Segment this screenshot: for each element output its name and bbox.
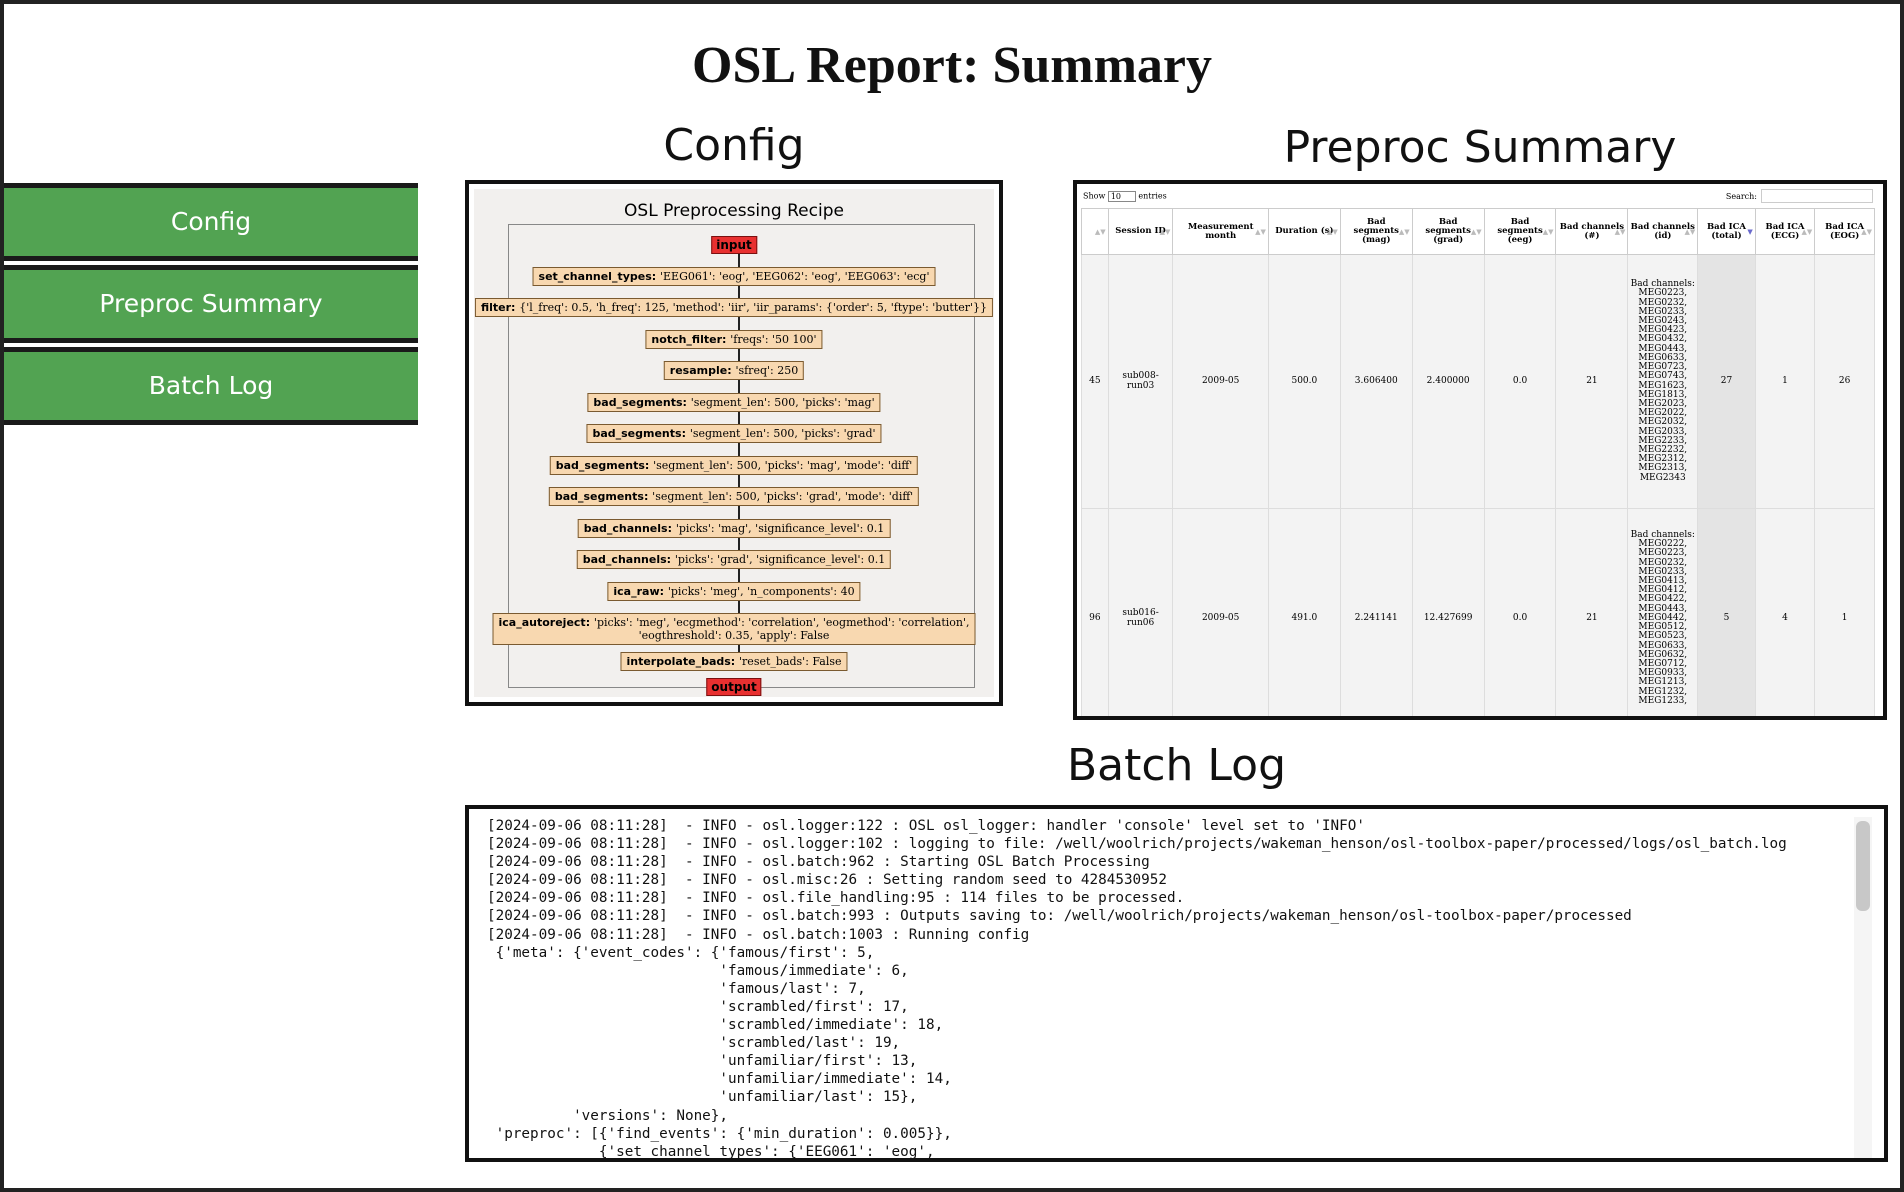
column-header[interactable]: Session ID ▲▼ xyxy=(1107,208,1174,255)
recipe-step: bad_channels: 'picks': 'grad', 'signific… xyxy=(576,550,892,569)
log-line: {'meta': {'event_codes': {'famous/first'… xyxy=(487,944,875,961)
log-line: [2024-09-06 08:11:28] - INFO - osl.misc:… xyxy=(487,872,1167,889)
sidebar-item-config[interactable]: Config xyxy=(4,183,418,261)
sidebar: Config Preproc Summary Batch Log xyxy=(4,183,418,429)
table-row: 45 sub008-run03 2009-05 500.0 3.606400 2… xyxy=(1081,254,1875,509)
page-title: OSL Report: Summary xyxy=(692,37,1212,94)
recipe-title: OSL Preprocessing Recipe xyxy=(624,201,844,221)
log-line: 'scrambled/immediate': 18, xyxy=(487,1017,944,1034)
column-header[interactable]: Bad segments (mag) ▲▼ xyxy=(1339,208,1413,255)
log-line: [2024-09-06 08:11:28] - INFO - osl.batch… xyxy=(487,926,1030,943)
log-line: 'unfamiliar/last': 15}, xyxy=(487,1089,918,1106)
column-header[interactable]: Bad ICA (ECG) ▲▼ xyxy=(1754,208,1816,255)
column-header[interactable]: Duration (s) ▲▼ xyxy=(1267,208,1341,255)
column-header[interactable]: ▲▼ xyxy=(1081,208,1109,255)
log-line: [2024-09-06 08:11:28] - INFO - osl.batch… xyxy=(487,908,1632,925)
column-header[interactable]: Bad ICA (total) ▼ xyxy=(1697,208,1756,255)
preproc-summary-panel: Show 10 entries Search: ▲▼ Session ID ▲▼ … xyxy=(1073,180,1887,720)
log-line: 'famous/immediate': 6, xyxy=(487,962,909,979)
recipe-step: bad_segments: 'segment_len': 500, 'picks… xyxy=(587,393,881,412)
column-header[interactable]: Measurement month ▲▼ xyxy=(1172,208,1269,255)
log-line: [2024-09-06 08:11:28] - INFO - osl.logge… xyxy=(487,818,1365,834)
config-panel: OSL Preprocessing Recipe input set_chann… xyxy=(465,180,1003,706)
log-line: [2024-09-06 08:11:28] - INFO - osl.file_… xyxy=(487,890,1185,907)
bad-channel-list: Bad channels: MEG0223, MEG0232, MEG0233, MEG… xyxy=(1627,254,1699,509)
recipe-diagram: OSL Preprocessing Recipe input set_chann… xyxy=(474,189,994,697)
log-line: [2024-09-06 08:11:28] - INFO - osl.batch… xyxy=(487,854,1150,871)
log-line: 'preproc': [{'find_events': {'min_durati… xyxy=(487,1125,952,1142)
log-section-title: Batch Log xyxy=(1066,740,1287,791)
log-line: [2024-09-06 08:11:28] - INFO - osl.logge… xyxy=(487,836,1787,853)
recipe-step: filter: {'l_freq': 0.5, 'h_freq': 125, '… xyxy=(474,298,994,317)
log-line: 'unfamiliar/immediate': 14, xyxy=(487,1071,952,1088)
preproc-section-title: Preproc Summary xyxy=(1283,122,1677,173)
recipe-step: bad_segments: 'segment_len': 500, 'picks… xyxy=(586,424,882,443)
log-line: 'versions': None}, xyxy=(487,1107,729,1124)
sidebar-item-batch-log[interactable]: Batch Log xyxy=(4,347,418,425)
log-line: {'set_channel_types': {'EEG061': 'eog', xyxy=(487,1143,935,1160)
table-row: 96 sub016-run06 2009-05 491.0 2.241141 1… xyxy=(1081,508,1875,716)
recipe-step: bad_segments: 'segment_len': 500, 'picks… xyxy=(549,456,919,475)
sidebar-item-preproc-summary[interactable]: Preproc Summary xyxy=(4,265,418,343)
recipe-step: notch_filter: 'freqs': '50 100' xyxy=(645,330,823,349)
recipe-output-node: output xyxy=(706,678,762,696)
search-label: Search: xyxy=(1725,192,1757,201)
column-header[interactable]: Bad segments (eeg) ▲▼ xyxy=(1483,208,1557,255)
log-scrollbar-thumb[interactable] xyxy=(1856,821,1870,911)
recipe-step: ica_raw: 'picks': 'meg', 'n_components':… xyxy=(607,582,861,601)
recipe-step: set_channel_types: 'EEG061': 'eog', 'EEG… xyxy=(532,267,936,286)
column-header[interactable]: Bad channels (id) ▲▼ xyxy=(1627,208,1699,255)
log-line: 'scrambled/first': 17, xyxy=(487,998,909,1015)
search-input[interactable] xyxy=(1761,189,1873,203)
recipe-input-node: input xyxy=(711,236,757,254)
recipe-step: bad_segments: 'segment_len': 500, 'picks… xyxy=(548,487,920,506)
log-output: [2024-09-06 08:11:28] - INFO - osl.logge… xyxy=(487,817,1860,1160)
log-line: 'unfamiliar/first': 13, xyxy=(487,1053,918,1070)
entries-control: Show 10 entries xyxy=(1083,191,1167,202)
recipe-step: resample: 'sfreq': 250 xyxy=(663,361,805,380)
column-header[interactable]: Bad channels (#) ▲▼ xyxy=(1555,208,1629,255)
column-header[interactable]: Bad ICA (EOG) ▲▼ xyxy=(1814,208,1875,255)
log-line: 'famous/last': 7, xyxy=(487,980,866,997)
bad-channel-list: Bad channels: MEG0222, MEG0223, MEG0232, MEG… xyxy=(1627,508,1699,716)
column-header[interactable]: Bad segments (grad) ▲▼ xyxy=(1411,208,1485,255)
recipe-step: ica_autoreject: 'picks': 'meg', 'ecgmeth… xyxy=(492,613,976,645)
log-line: 'scrambled/last': 19, xyxy=(487,1035,901,1052)
recipe-step: interpolate_bads: 'reset_bads': False xyxy=(620,652,848,671)
recipe-step: bad_channels: 'picks': 'mag', 'significa… xyxy=(577,519,891,538)
entries-select[interactable]: 10 xyxy=(1107,191,1136,202)
config-section-title: Config xyxy=(663,120,805,171)
preproc-table: ▲▼ Session ID ▲▼ Measurement month ▲▼ Dura… xyxy=(1081,208,1875,716)
batch-log-panel: [2024-09-06 08:11:28] - INFO - osl.logge… xyxy=(465,805,1888,1162)
